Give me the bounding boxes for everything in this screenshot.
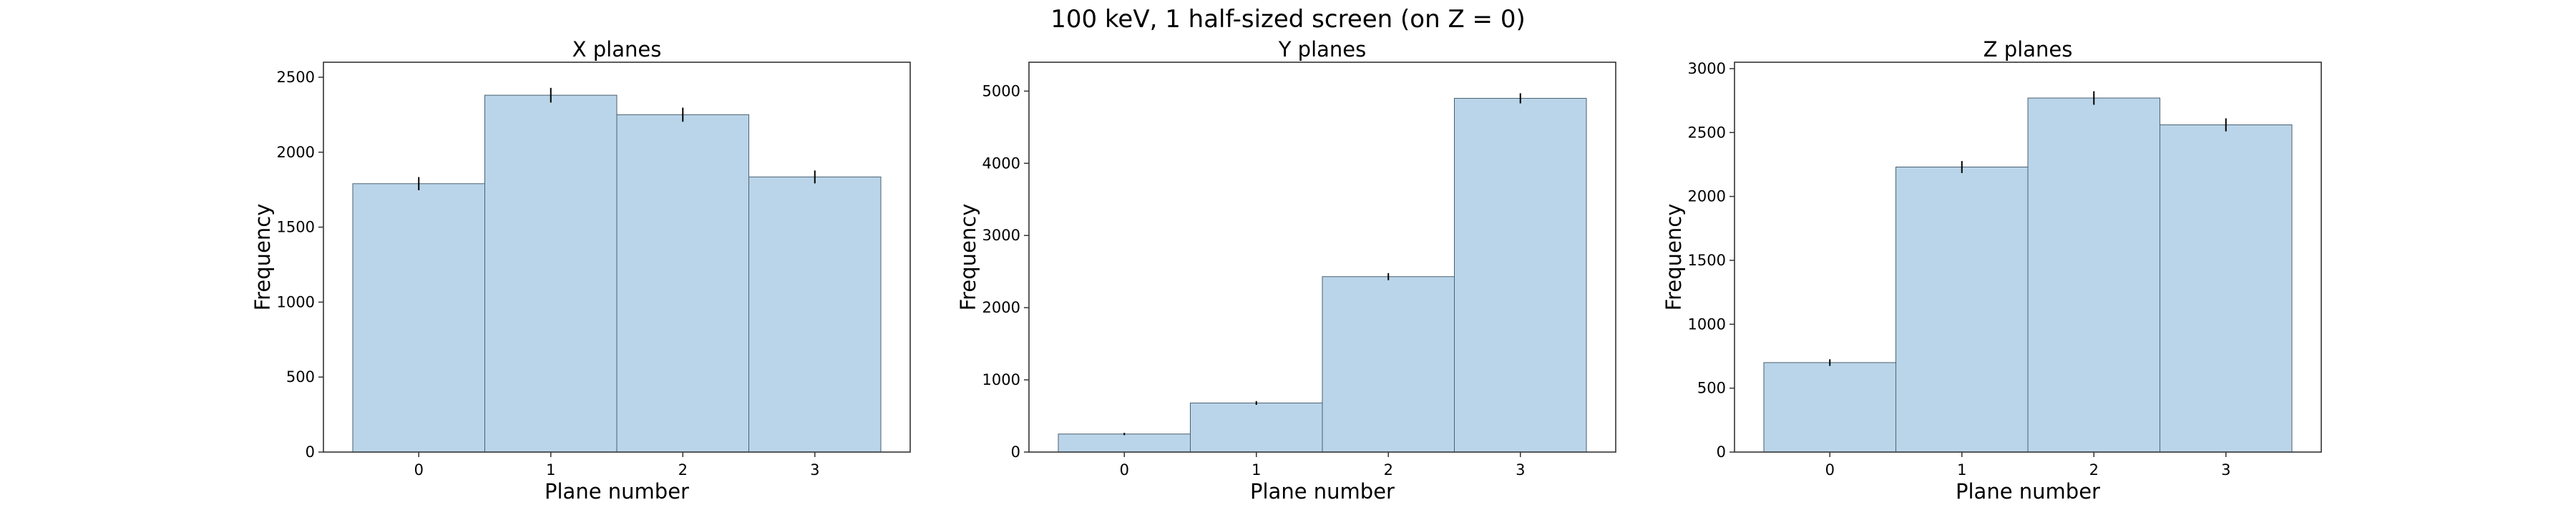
y-tick-label: 500 <box>1697 380 1726 397</box>
x-tick-label: 3 <box>1516 461 1525 479</box>
y-tick-label: 1000 <box>982 371 1020 388</box>
bar <box>748 176 882 453</box>
bar <box>484 94 618 453</box>
y-tick-label: 4000 <box>982 154 1020 172</box>
z-planes-title: Z planes <box>1984 37 2073 62</box>
y-tick-label: 2000 <box>982 299 1020 316</box>
x-axis-label: Plane number <box>1956 479 2100 504</box>
bar <box>616 114 749 453</box>
y-planes-panel: 0 1 2 3 0 1000 2000 3000 4000 5000 Y planes Plane n… <box>956 37 1616 504</box>
x-tick-label: 1 <box>546 461 555 479</box>
x-tick-label: 3 <box>810 461 819 479</box>
y-tick-label: 0 <box>1011 443 1020 461</box>
x-tick-label: 0 <box>414 461 424 479</box>
x-axis-label: Plane number <box>545 479 689 504</box>
x-tick-label: 2 <box>678 461 688 479</box>
x-tick-label: 1 <box>1957 461 1966 479</box>
y-tick-label: 500 <box>286 368 315 386</box>
x-axis-label: Plane number <box>1250 479 1395 504</box>
x-tick-label: 3 <box>2221 461 2230 479</box>
z-planes-panel: 0 1 2 3 0 500 1000 1500 2000 2500 3000 Z planes Plan… <box>1662 37 2322 504</box>
y-tick-label: 3000 <box>1688 60 1726 77</box>
y-tick-label: 2000 <box>277 144 315 161</box>
bar <box>2160 124 2293 453</box>
y-planes-title: Y planes <box>1278 37 1367 62</box>
y-tick-label: 5000 <box>982 82 1020 99</box>
y-axis-label: Frequency <box>1662 204 1686 311</box>
y-axis-label: Frequency <box>956 204 980 311</box>
axes-frame <box>323 62 911 453</box>
x-tick-label: 1 <box>1252 461 1261 479</box>
bar <box>1454 97 1587 453</box>
bar <box>1896 167 2029 453</box>
bar <box>352 183 485 453</box>
x-planes-panel: 0 1 2 3 0 500 1000 1500 2000 2500 X planes Plane nu… <box>250 37 911 504</box>
y-tick-label: 1000 <box>1688 315 1726 333</box>
y-tick-label: 0 <box>1717 443 1726 461</box>
bar <box>2027 97 2160 453</box>
y-tick-label: 2500 <box>277 69 315 86</box>
y-tick-label: 2000 <box>1688 188 1726 205</box>
x-tick-label: 0 <box>1825 461 1835 479</box>
x-tick-label: 0 <box>1120 461 1129 479</box>
axes-frame <box>1734 62 2322 453</box>
bar <box>1058 433 1191 453</box>
y-tick-label: 0 <box>306 443 315 461</box>
axes-frame <box>1028 62 1616 453</box>
y-tick-label: 3000 <box>982 227 1020 244</box>
y-tick-label: 1500 <box>277 219 315 236</box>
figure-title: 100 keV, 1 half-sized screen (on Z = 0) <box>1050 5 1525 34</box>
x-tick-label: 2 <box>2089 461 2099 479</box>
y-tick-label: 1500 <box>1688 252 1726 269</box>
y-axis-label: Frequency <box>250 204 275 311</box>
bar <box>1763 362 1896 453</box>
bar <box>1190 402 1323 453</box>
x-planes-title: X planes <box>572 37 662 62</box>
y-tick-label: 2500 <box>1688 124 1726 141</box>
x-tick-label: 2 <box>1384 461 1393 479</box>
y-tick-label: 1000 <box>277 293 315 310</box>
bar <box>1322 276 1455 453</box>
